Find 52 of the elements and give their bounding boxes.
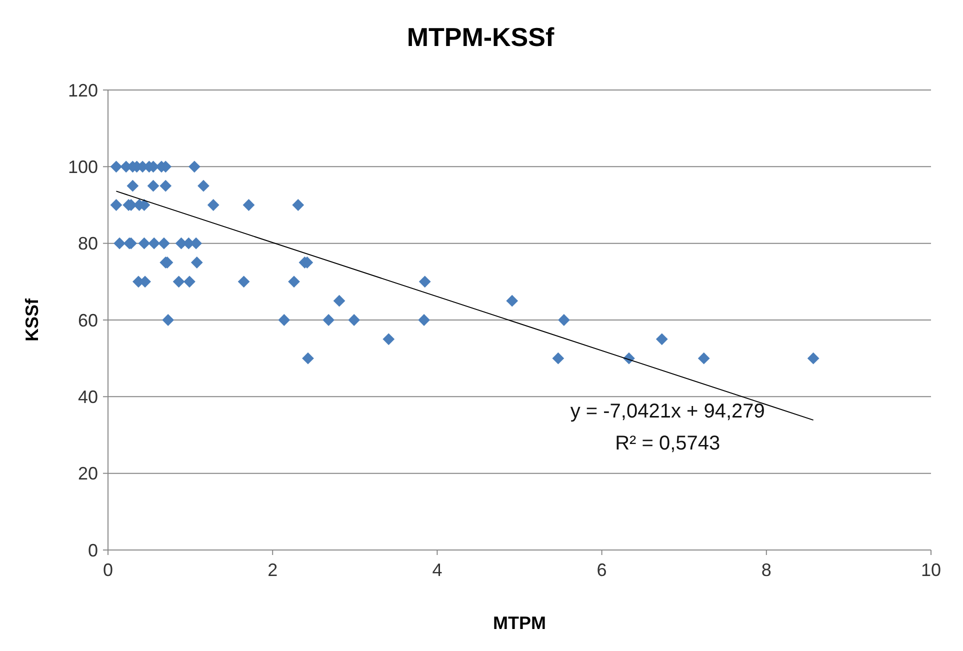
point xyxy=(242,199,255,211)
point xyxy=(126,180,139,192)
y-tick-label: 40 xyxy=(78,386,98,407)
point xyxy=(302,352,314,364)
point xyxy=(656,333,668,346)
annotation: R² = 0,5743 xyxy=(615,432,720,454)
point xyxy=(188,160,200,173)
point xyxy=(114,237,126,250)
point xyxy=(278,314,290,326)
y-tick-label: 0 xyxy=(88,540,98,560)
chart-title: MTPM-KSSf xyxy=(406,22,554,52)
point xyxy=(322,314,335,326)
x-tick-label: 6 xyxy=(596,560,607,580)
point xyxy=(292,199,304,211)
y-tick-label: 120 xyxy=(68,80,98,100)
point xyxy=(698,352,710,364)
point xyxy=(506,294,518,307)
y-tick-label: 20 xyxy=(78,464,98,484)
y-axis-title: KSSf xyxy=(22,297,42,342)
point xyxy=(558,314,570,326)
x-tick-label: 0 xyxy=(102,560,114,580)
point xyxy=(418,276,431,288)
point xyxy=(148,237,160,250)
point xyxy=(207,199,220,211)
y-tick-label: 60 xyxy=(78,310,98,330)
point xyxy=(162,314,174,326)
y-tick-label: 100 xyxy=(68,156,98,177)
point xyxy=(418,314,430,326)
point xyxy=(238,276,250,288)
x-tick-label: 4 xyxy=(432,560,442,580)
point xyxy=(110,199,122,211)
point xyxy=(288,276,300,288)
y-tick-label: 80 xyxy=(78,234,98,254)
annotation: y = -7,0421x + 94,279 xyxy=(570,400,765,422)
point xyxy=(198,180,210,192)
point xyxy=(184,276,196,288)
point xyxy=(147,180,160,192)
x-tick-label: 8 xyxy=(761,560,772,580)
point xyxy=(160,180,172,192)
point xyxy=(172,276,185,288)
point xyxy=(190,256,203,268)
point xyxy=(110,160,122,173)
point xyxy=(382,333,395,346)
point xyxy=(807,352,820,364)
point xyxy=(348,314,360,326)
point xyxy=(138,237,150,250)
point xyxy=(158,237,170,250)
point xyxy=(552,352,564,364)
x-axis-title: MTPM xyxy=(493,613,546,633)
point xyxy=(333,294,346,307)
x-tick-label: 10 xyxy=(920,560,942,580)
x-tick-label: 2 xyxy=(268,560,278,580)
